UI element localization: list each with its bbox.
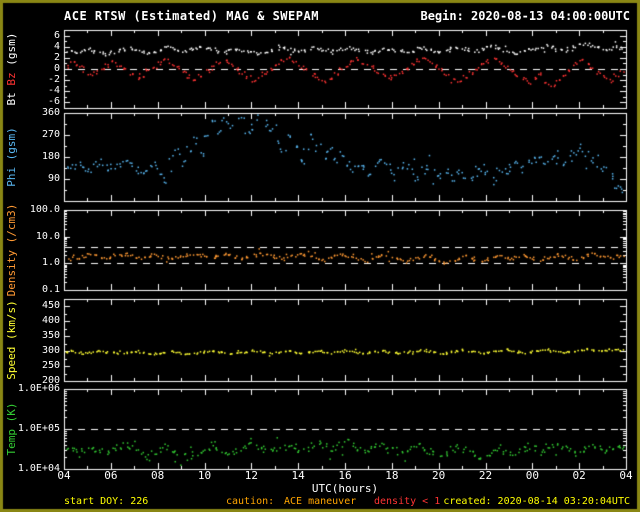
- y-axis-title-part: Density (/cm3): [5, 203, 18, 297]
- y-axis-title-part: Temp (K): [5, 402, 18, 456]
- y-tick-label: 300: [41, 345, 60, 357]
- x-tick-label: 14: [291, 469, 305, 482]
- y-tick-label: 1.0E+06: [17, 383, 60, 394]
- y-tick-label: 450: [41, 300, 60, 312]
- y-tick-label: 1.0E+05: [17, 423, 60, 434]
- x-tick-label: 04: [619, 469, 633, 482]
- begin-timestamp: Begin: 2020-08-13 04:00:00UTC: [420, 9, 630, 23]
- y-tick-label: 4: [53, 40, 60, 52]
- x-tick-label: 08: [151, 469, 165, 482]
- x-tick-label: 00: [525, 469, 539, 482]
- y-tick-label: 270: [41, 129, 60, 140]
- y-axis-title-phi: Phi (gsm): [5, 127, 18, 187]
- x-axis-title: UTC(hours): [311, 482, 379, 495]
- x-tick-label: 06: [104, 469, 118, 482]
- caution-text: ACE maneuver: [284, 496, 357, 507]
- x-tick-label: 04: [57, 469, 71, 482]
- created-timestamp: created: 2020-08-14 03:20:04UTC: [443, 496, 630, 507]
- x-tick-label: 18: [385, 469, 399, 482]
- density-warning-label: density < 1: [374, 496, 441, 507]
- caution-label: caution:: [226, 496, 275, 507]
- y-tick-label: 0: [53, 63, 60, 74]
- x-tick-label: 16: [338, 469, 352, 482]
- y-tick-label: 360: [41, 107, 60, 118]
- y-axis-title-density: Density (/cm3): [5, 203, 18, 297]
- y-tick-label: 0.1: [41, 284, 60, 295]
- y-axis-title-part: Bt: [5, 85, 18, 106]
- y-axis-title-temp: Temp (K): [5, 402, 18, 456]
- y-axis-title-part: Bz: [5, 65, 18, 86]
- y-tick-label: 400: [41, 315, 60, 327]
- y-tick-label: 2: [53, 51, 60, 63]
- y-tick-label: 200: [41, 375, 60, 386]
- y-axis-title-part: Speed (km/s): [5, 300, 18, 380]
- y-axis-title-part: (gsm): [5, 32, 18, 66]
- y-tick-label: -2: [47, 74, 60, 86]
- y-tick-label: -6: [47, 96, 60, 108]
- plot-title: ACE RTSW (Estimated) MAG & SWEPAM: [64, 9, 319, 23]
- y-tick-label: 350: [41, 330, 60, 342]
- start-doy-label: start DOY: 226: [64, 496, 149, 507]
- y-tick-label: 10.0: [35, 230, 60, 242]
- y-tick-label: 180: [41, 151, 60, 162]
- x-tick-label: 22: [478, 469, 493, 482]
- y-tick-label: 6: [53, 29, 60, 41]
- y-axis-title-mag: Bt Bz (gsm): [5, 32, 18, 106]
- y-axis-title-part: Phi (gsm): [5, 127, 18, 187]
- x-tick-label: 10: [197, 469, 212, 482]
- y-tick-label: -4: [47, 85, 60, 97]
- y-tick-label: 90: [47, 173, 60, 184]
- x-tick-label: 20: [432, 469, 446, 482]
- y-tick-label: 100.0: [29, 204, 60, 215]
- y-tick-label: 250: [41, 360, 60, 372]
- y-axis-title-speed: Speed (km/s): [5, 300, 18, 380]
- x-tick-label: 12: [244, 469, 258, 482]
- y-tick-label: 1.0E+04: [17, 463, 60, 474]
- x-tick-label: 02: [572, 469, 586, 482]
- y-tick-label: 1.0: [41, 257, 60, 269]
